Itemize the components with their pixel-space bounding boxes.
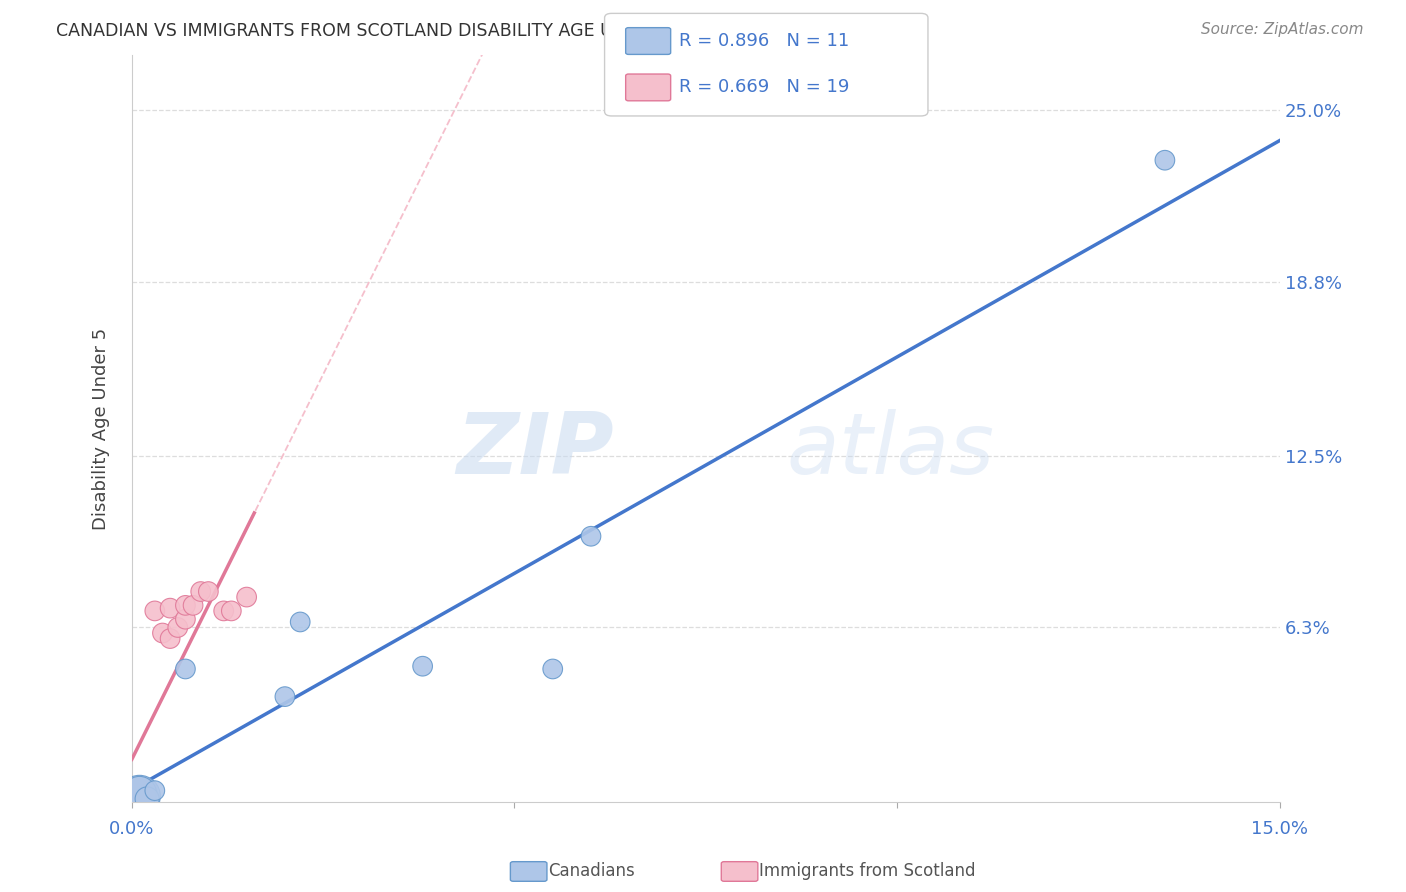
- Point: [128, 789, 150, 804]
- Text: atlas: atlas: [786, 409, 994, 492]
- Point: [128, 783, 150, 797]
- Text: ZIP: ZIP: [457, 409, 614, 492]
- Point: [152, 626, 174, 640]
- Point: [579, 529, 602, 543]
- Point: [136, 792, 159, 806]
- Point: [166, 620, 188, 634]
- Text: CANADIAN VS IMMIGRANTS FROM SCOTLAND DISABILITY AGE UNDER 5 CORRELATION CHART: CANADIAN VS IMMIGRANTS FROM SCOTLAND DIS…: [56, 22, 873, 40]
- Point: [159, 601, 181, 615]
- Point: [174, 599, 197, 613]
- Point: [1154, 153, 1177, 168]
- Point: [128, 786, 150, 800]
- Point: [143, 604, 166, 618]
- Point: [136, 783, 159, 797]
- Point: [128, 780, 150, 795]
- Point: [181, 599, 204, 613]
- Text: 0.0%: 0.0%: [110, 821, 155, 838]
- Point: [136, 786, 159, 800]
- Text: Source: ZipAtlas.com: Source: ZipAtlas.com: [1201, 22, 1364, 37]
- Point: [159, 632, 181, 646]
- Text: R = 0.669   N = 19: R = 0.669 N = 19: [679, 78, 849, 96]
- Y-axis label: Disability Age Under 5: Disability Age Under 5: [93, 327, 110, 530]
- Point: [197, 584, 219, 599]
- Point: [290, 615, 312, 629]
- Text: 15.0%: 15.0%: [1251, 821, 1308, 838]
- Point: [235, 590, 257, 604]
- Text: Immigrants from Scotland: Immigrants from Scotland: [759, 863, 976, 880]
- Point: [412, 659, 434, 673]
- Point: [274, 690, 297, 704]
- Point: [128, 786, 150, 800]
- Point: [174, 662, 197, 676]
- Text: Canadians: Canadians: [548, 863, 636, 880]
- Point: [212, 604, 235, 618]
- Point: [541, 662, 564, 676]
- Text: R = 0.896   N = 11: R = 0.896 N = 11: [679, 32, 849, 50]
- Point: [190, 584, 212, 599]
- Point: [174, 612, 197, 626]
- Point: [221, 604, 243, 618]
- Point: [128, 789, 150, 804]
- Point: [143, 783, 166, 797]
